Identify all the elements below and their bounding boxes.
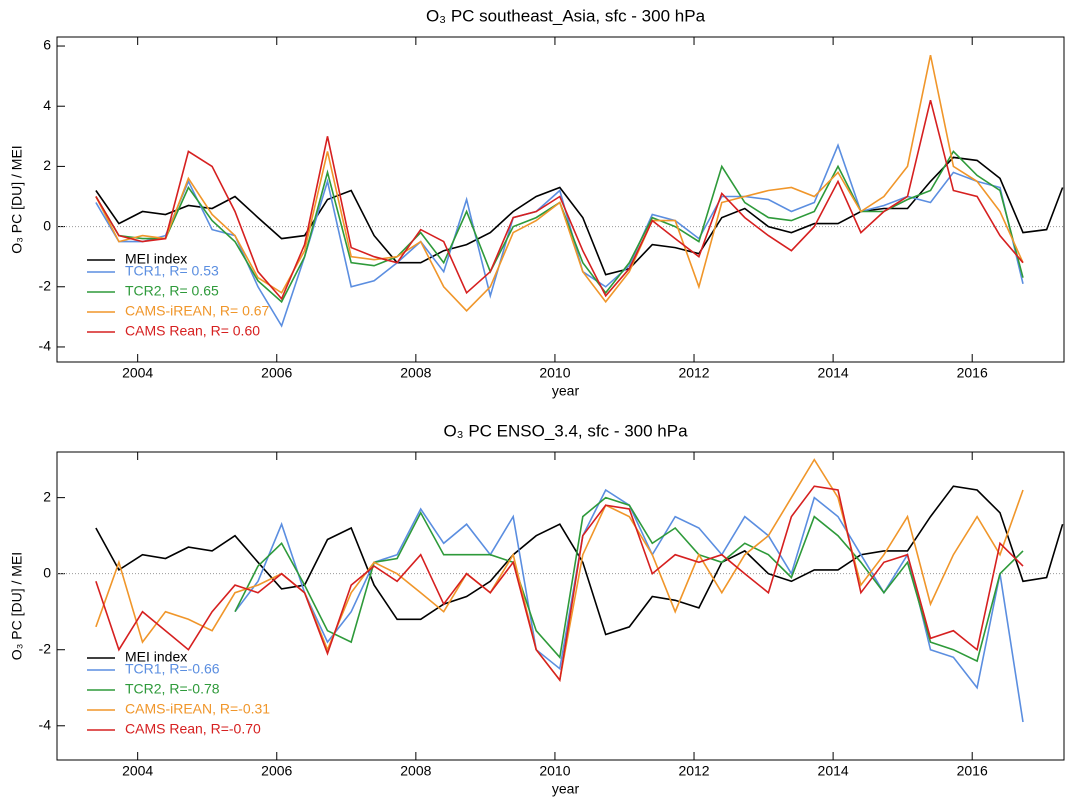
y-tick-label: 0 bbox=[43, 564, 51, 580]
x-tick-label: 2012 bbox=[678, 763, 709, 779]
series-line bbox=[95, 485, 1064, 636]
plot-frame bbox=[56, 451, 1065, 761]
x-tick-label: 2014 bbox=[818, 365, 849, 381]
series-line bbox=[95, 458, 1024, 683]
x-tick-label: 2010 bbox=[539, 365, 570, 381]
x-tick-label: 2016 bbox=[957, 763, 988, 779]
series-line bbox=[95, 143, 1024, 328]
chart-title: O₃ PC ENSO_3.4, sfc - 300 hPa bbox=[443, 421, 688, 440]
legend-label: CAMS Rean, R= 0.60 bbox=[125, 323, 260, 339]
y-tick-label: -2 bbox=[39, 640, 52, 656]
x-tick-label: 2008 bbox=[400, 365, 431, 381]
x-tick-label: 2014 bbox=[818, 763, 849, 779]
plot-frame bbox=[56, 36, 1065, 363]
y-tick-label: -4 bbox=[39, 338, 52, 354]
x-tick-label: 2012 bbox=[678, 365, 709, 381]
series-line bbox=[95, 54, 1024, 312]
y-tick-label: -2 bbox=[39, 277, 52, 293]
x-axis-label: year bbox=[552, 781, 580, 797]
x-tick-label: 2006 bbox=[261, 365, 292, 381]
y-tick-label: 2 bbox=[43, 157, 51, 173]
x-tick-label: 2008 bbox=[400, 763, 431, 779]
legend-label: TCR1, R= 0.53 bbox=[125, 263, 219, 279]
chart-title: O₃ PC southeast_Asia, sfc - 300 hPa bbox=[426, 6, 706, 25]
x-tick-label: 2016 bbox=[957, 365, 988, 381]
y-tick-label: 2 bbox=[43, 488, 51, 504]
x-axis-label: year bbox=[552, 383, 580, 399]
panel: O₃ PC southeast_Asia, sfc - 300 hPa year O… bbox=[9, 6, 1065, 399]
legend-label: TCR1, R=-0.66 bbox=[125, 661, 220, 677]
x-tick-label: 2006 bbox=[261, 763, 292, 779]
legend-label: MEI index bbox=[125, 251, 187, 267]
y-axis-label: O₃ PC [DU] / MEI bbox=[9, 552, 25, 660]
y-tick-label: 6 bbox=[43, 37, 51, 53]
x-tick-label: 2004 bbox=[122, 763, 153, 779]
y-axis-label: O₃ PC [DU] / MEI bbox=[9, 145, 25, 253]
panel: O₃ PC ENSO_3.4, sfc - 300 hPa year O₃ PC [… bbox=[9, 421, 1065, 797]
legend-label: CAMS-iREAN, R= 0.67 bbox=[125, 303, 270, 319]
y-tick-label: 4 bbox=[43, 97, 51, 113]
legend-label: MEI index bbox=[125, 649, 187, 665]
legend-label: CAMS Rean, R=-0.70 bbox=[125, 721, 261, 737]
series-line bbox=[95, 156, 1064, 276]
legend-label: TCR2, R=-0.78 bbox=[125, 681, 220, 697]
y-tick-label: 0 bbox=[43, 217, 51, 233]
legend-label: TCR2, R= 0.65 bbox=[125, 283, 219, 299]
series-line bbox=[95, 485, 1024, 683]
series-line bbox=[234, 496, 1024, 663]
x-tick-label: 2004 bbox=[122, 365, 153, 381]
legend-label: CAMS-iREAN, R=-0.31 bbox=[125, 701, 270, 717]
x-tick-label: 2010 bbox=[539, 763, 570, 779]
y-tick-label: -4 bbox=[39, 716, 52, 732]
series-line bbox=[95, 100, 1024, 301]
series-line bbox=[234, 488, 1024, 723]
